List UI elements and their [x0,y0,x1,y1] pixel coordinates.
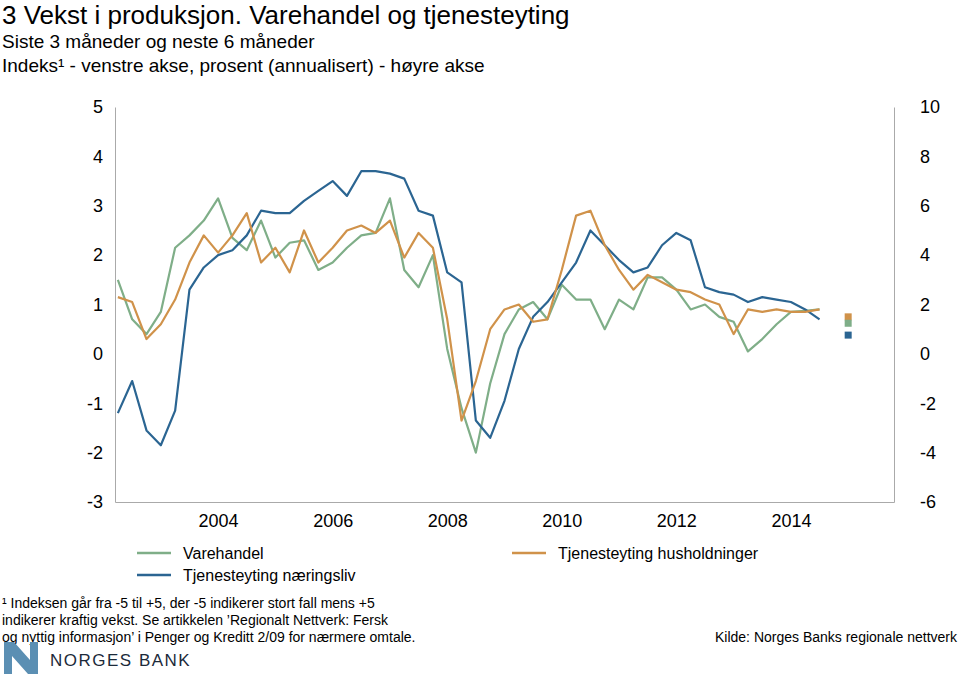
marker [845,320,852,327]
tick-label: -6 [920,492,936,512]
y2-axis: -6 -4 -2 0 2 4 6 8 10 [894,97,940,512]
tick: -2 [894,394,936,414]
tick-label: 2004 [199,511,239,531]
tick-label: 2010 [542,511,582,531]
logo: NORGES BANK [4,642,191,674]
axis-line [894,108,895,503]
subtitle: Indeks¹ - venstre akse, prosent (annuali… [2,55,485,76]
tick: 0 [894,344,930,364]
legend-swatch [137,552,171,555]
tick: 2004 [199,502,239,531]
footnote: indikerer kraftig vekst. Se artikkelen ’… [2,612,389,628]
tick: 2014 [771,502,811,531]
tick-label: 0 [93,344,103,364]
tick: 2 [894,295,930,315]
axis-line [115,108,116,503]
tick-label: 2012 [657,511,697,531]
logo-mark [4,642,38,674]
tick: -6 [894,492,936,512]
tick-label: -2 [920,394,936,414]
marker [845,332,852,339]
source: Kilde: Norges Banks regionale nettverk [715,629,958,645]
tick: -2 [87,443,115,463]
legend-swatch [512,552,546,555]
tick: 10 [894,97,940,117]
tick-label: 6 [920,196,930,216]
tick-label: 10 [920,97,940,117]
tick-label: -1 [87,394,103,414]
y-axis: -3 -2 -1 0 1 2 3 4 5 [87,97,116,512]
tick-label: 4 [93,147,103,167]
title: 3 Vekst i produksjon. Varehandel og tjen… [2,0,570,30]
plot-area [118,171,852,452]
line [118,171,820,445]
tick-label: 1 [93,295,103,315]
tick: 4 [93,147,115,167]
tick-label: 8 [920,147,930,167]
tick: 4 [894,245,930,265]
tick: 8 [894,147,930,167]
tick: -3 [87,492,115,512]
line [118,198,820,452]
tick-label: 2014 [771,511,811,531]
tick: 2012 [657,502,697,531]
footnote: og nyttig informasjon’ i Penger og Kredi… [2,629,415,645]
tick-label: 3 [93,196,103,216]
tick-label: 2006 [313,511,353,531]
tick-label: -3 [87,492,103,512]
legend-label: Varehandel [183,545,264,562]
chart: 3 Vekst i produksjon. Varehandel og tjen… [0,0,960,676]
legend-label: Tjenesteyting næringsliv [183,567,356,584]
footnote: ¹ Indeksen går fra -5 til +5, der -5 ind… [2,595,375,611]
tick: 1 [93,295,115,315]
tick: 2010 [542,502,582,531]
tick: 2008 [428,502,468,531]
legend: Varehandel Tjenesteyting næringsliv Tjenes… [137,545,759,584]
tick: 2006 [313,502,353,531]
tick-label: -4 [920,443,936,463]
tick-label: 2008 [428,511,468,531]
tick: 6 [894,196,930,216]
x-axis: 2004 2006 2008 2010 2012 2014 [116,502,895,531]
tick: -1 [87,394,115,414]
tick-label: -2 [87,443,103,463]
logo-text: NORGES BANK [50,651,191,670]
tick-label: 5 [93,97,103,117]
marker [845,313,852,320]
tick: 3 [93,196,115,216]
tick-label: 2 [920,295,930,315]
tick: 5 [93,97,115,117]
tick: -4 [894,443,936,463]
tick: 0 [93,344,115,364]
line [118,211,820,421]
tick-label: 4 [920,245,930,265]
tick-label: 0 [920,344,930,364]
tick: 2 [93,245,115,265]
legend-label: Tjenesteyting husholdninger [558,545,759,562]
legend-swatch [137,574,171,577]
subtitle: Siste 3 måneder og neste 6 måneder [2,31,315,52]
axis-line [116,502,895,503]
tick-label: 2 [93,245,103,265]
